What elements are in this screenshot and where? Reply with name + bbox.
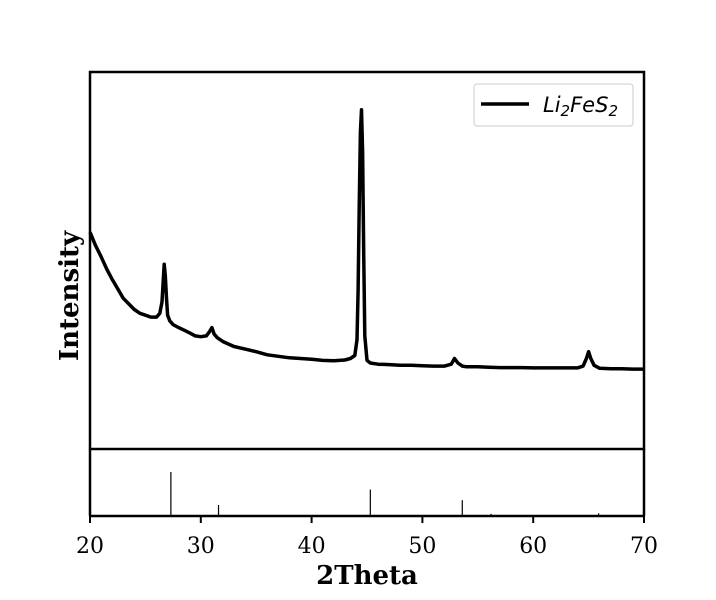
legend-box	[473, 83, 634, 127]
x-ticks: 20 30 40 50 60 70	[76, 516, 658, 559]
legend-sub2: 2	[608, 102, 618, 120]
x-tick-label-0: 20	[76, 534, 104, 559]
main-panel-frame	[88, 70, 646, 451]
series-group	[88, 107, 644, 371]
legend: Li2FeS2	[473, 83, 634, 127]
legend-base: Li	[543, 93, 561, 117]
x-tick-label-1: 30	[187, 534, 215, 559]
x-tick-label-5: 70	[630, 534, 658, 559]
x-axis-title: 2Theta	[316, 561, 418, 591]
legend-mid: FeS	[570, 93, 608, 117]
legend-label: Li2FeS2	[543, 93, 618, 120]
y-axis-title: Intensity	[55, 230, 85, 361]
series-line-0	[88, 107, 644, 371]
legend-sub1: 2	[561, 102, 571, 120]
x-tick-label-3: 50	[408, 534, 436, 559]
reference-panel-frame	[89, 448, 645, 517]
x-tick-label-4: 60	[519, 534, 547, 559]
reference-lines	[170, 472, 600, 516]
x-tick-label-2: 40	[298, 534, 326, 559]
